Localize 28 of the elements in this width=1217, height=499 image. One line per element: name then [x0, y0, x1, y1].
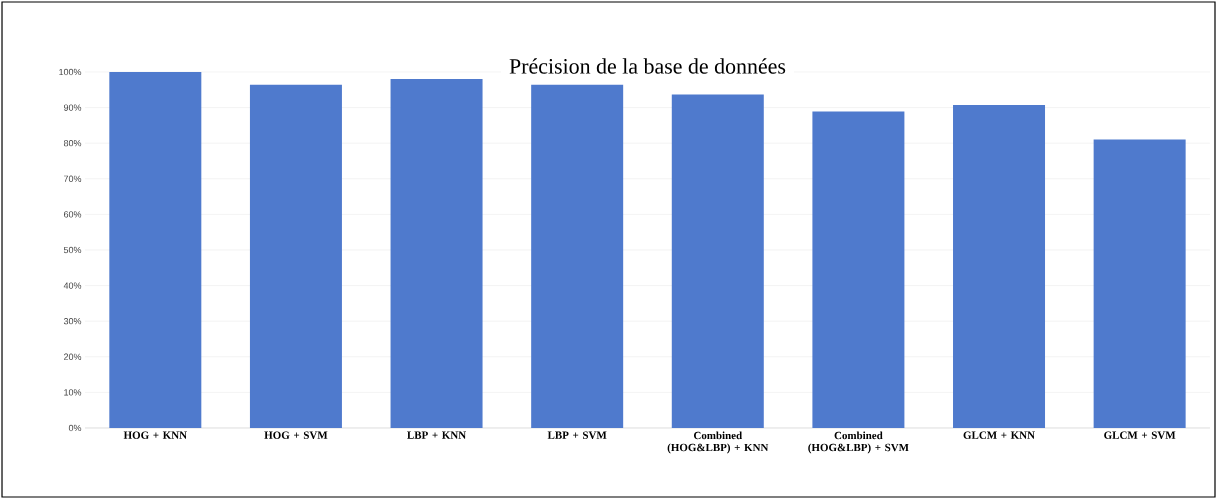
x-tick-label: HOG + SVM [264, 431, 328, 439]
y-tick-label: 90% [63, 104, 82, 111]
y-tick-label: 0% [68, 424, 82, 432]
bar [249, 84, 342, 428]
x-tick-label: Combined (HOG&LBP) + KNN [667, 431, 769, 454]
y-tick-label: 50% [63, 246, 82, 254]
y-tick-label: 100% [59, 68, 82, 76]
bar [812, 111, 905, 428]
bar [671, 94, 764, 428]
x-tick-label: LBP + KNN [407, 431, 467, 439]
chart-title: Précision de la base de données [509, 58, 786, 74]
bar [1093, 139, 1186, 428]
x-tick-label: HOG + KNN [123, 431, 187, 439]
x-tick-label: Combined (HOG&LBP) + SVM [808, 431, 909, 454]
y-tick-label: 20% [64, 353, 82, 360]
y-tick-label: 10% [64, 389, 82, 396]
x-tick-label: LBP + SVM [547, 431, 607, 439]
y-tick-label: 80% [63, 140, 82, 147]
bar [390, 79, 483, 428]
bar [953, 105, 1046, 428]
x-tick-label: GLCM + KNN [963, 431, 1035, 439]
bar [109, 71, 202, 428]
x-tick-label: GLCM + SVM [1104, 431, 1176, 439]
y-tick-label: 60% [64, 211, 82, 218]
bar [531, 84, 624, 428]
y-tick-label: 70% [64, 175, 82, 182]
y-tick-label: 40% [63, 282, 82, 289]
y-tick-label: 30% [63, 318, 82, 325]
